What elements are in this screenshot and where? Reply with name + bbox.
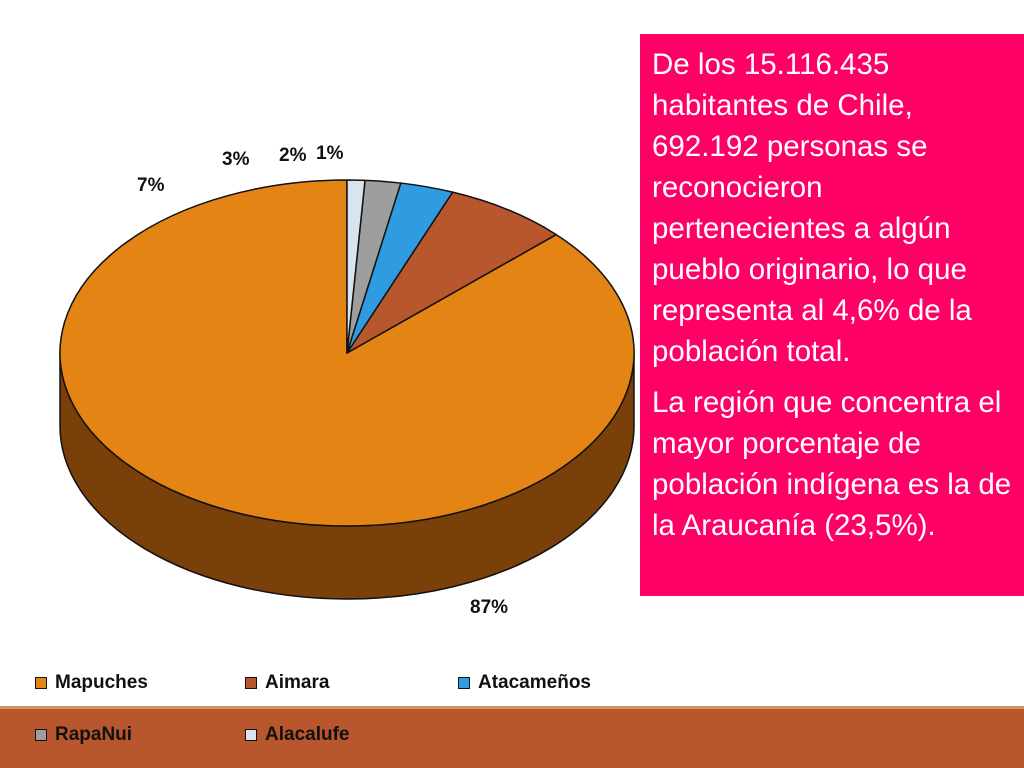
info-paragraph-2: La región que concentra el mayor porcent… bbox=[652, 386, 1012, 542]
slide-bottom-band bbox=[0, 709, 1024, 768]
data-label-atacameños: 3% bbox=[222, 149, 250, 170]
slide-bottom-accent-line bbox=[0, 706, 1024, 709]
data-label-aimara: 7% bbox=[137, 175, 165, 196]
pie-slice-alacalufe bbox=[346, 179, 366, 354]
pie-slice-aimara bbox=[346, 191, 557, 354]
data-label-rapanui: 2% bbox=[279, 145, 307, 166]
data-label-alacalufe: 1% bbox=[316, 143, 344, 164]
data-label-mapuches: 87% bbox=[470, 597, 509, 618]
info-paragraph-1: De los 15.116.435 habitantes de Chile, 6… bbox=[652, 48, 972, 368]
info-text-box: De los 15.116.435 habitantes de Chile, 6… bbox=[640, 34, 1024, 596]
